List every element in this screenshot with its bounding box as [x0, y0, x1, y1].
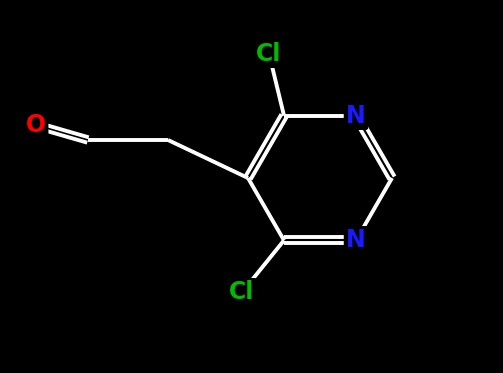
- Text: O: O: [26, 113, 46, 137]
- Text: N: N: [346, 228, 366, 253]
- Text: N: N: [346, 104, 366, 128]
- Text: Cl: Cl: [257, 42, 282, 66]
- Text: Cl: Cl: [229, 280, 255, 304]
